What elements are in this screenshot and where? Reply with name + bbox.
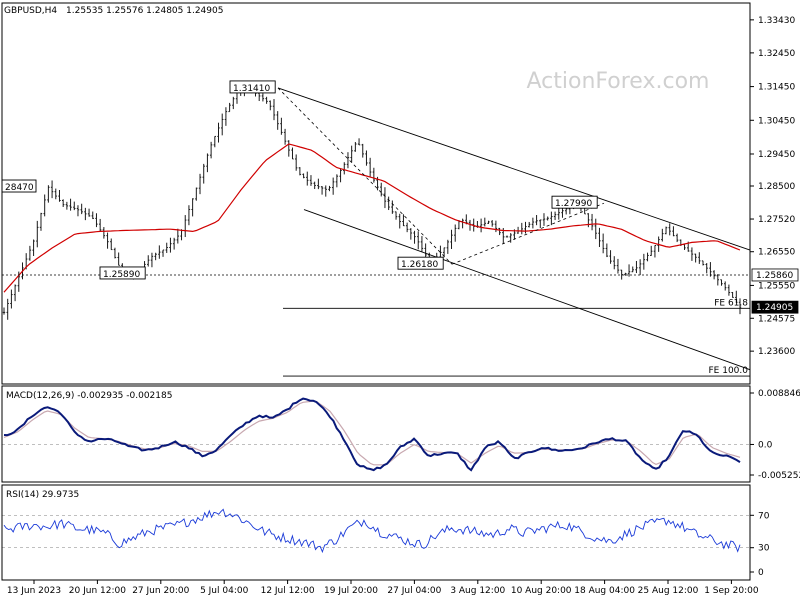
macd-y-tick-label: 0.008846 — [758, 389, 800, 399]
price-tag-box — [751, 300, 799, 314]
price-y-tick-label: 1.27520 — [758, 215, 795, 225]
price-y-tick-label: 1.33430 — [758, 16, 795, 26]
price-tag-label: 1.25860 — [756, 271, 793, 281]
level-label: 28470 — [5, 183, 34, 193]
level-label: 1.31410 — [233, 84, 270, 94]
rsi-frame — [1, 484, 751, 581]
level-label: 1.25890 — [103, 270, 140, 280]
ohlc-readout: 1.25535 1.25576 1.24805 1.24905 — [66, 6, 223, 16]
level-label: 1.27990 — [555, 199, 592, 209]
price-tag-box — [751, 268, 799, 282]
symbol-title: GBPUSD,H4 — [4, 6, 57, 16]
fe-level-label: FE 100.0 — [709, 366, 749, 376]
price-y-tick-label: 1.30450 — [758, 116, 795, 126]
level-box — [99, 266, 146, 280]
panel-frames — [1, 2, 751, 581]
price-y-tick-label: 1.24575 — [758, 314, 795, 324]
x-tick-label: 12 Jul 12:00 — [261, 586, 315, 596]
x-tick-label: 10 Aug 20:00 — [511, 586, 572, 596]
axes: 1.33430 1.32450 1.31450 1.30450 1.29450 1.285… — [7, 16, 800, 596]
x-tick-label: 25 Aug 12:00 — [638, 586, 699, 596]
rsi-line — [3, 508, 741, 554]
fib-dashed-line-1 — [277, 87, 453, 265]
rsi-y-tick-label: 70 — [758, 511, 770, 521]
x-tick-label: 13 Jun 2023 — [7, 586, 61, 596]
macd-panel — [2, 397, 750, 472]
level-box — [397, 256, 444, 270]
x-tick-label: 27 Jun 20:00 — [132, 586, 189, 596]
price-tag-label: 1.24905 — [756, 303, 793, 313]
x-tick-label: 1 Sep 20:00 — [704, 586, 759, 596]
price-y-tick-label: 1.26550 — [758, 248, 795, 258]
level-box — [551, 195, 598, 209]
x-tick-label: 18 Aug 04:00 — [574, 586, 635, 596]
rsi-y-tick-label: 0 — [758, 568, 764, 578]
fe-level-label: FE 61.8 — [714, 298, 748, 308]
macd-y-tick-label: 0.0 — [758, 440, 773, 450]
price-y-tick-label: 1.25550 — [758, 281, 795, 291]
level-label: 1.26180 — [401, 260, 438, 270]
x-tick-label: 5 Jul 04:00 — [200, 586, 249, 596]
level-box — [229, 80, 276, 94]
lower-trendline — [303, 209, 751, 371]
macd-y-tick-label: -0.005252 — [758, 471, 800, 481]
rsi-y-tick-label: 30 — [758, 544, 770, 554]
rsi-panel — [2, 508, 750, 554]
rsi-title: RSI(14) 29.9735 — [6, 490, 79, 500]
price-frame — [1, 2, 751, 385]
macd-line — [3, 397, 741, 472]
x-tick-label: 27 Jul 04:00 — [387, 586, 441, 596]
price-y-tick-label: 1.28500 — [758, 182, 795, 192]
price-y-tick-label: 1.23600 — [758, 347, 795, 357]
macd-frame — [1, 385, 751, 483]
price-y-tick-label: 1.29450 — [758, 150, 795, 160]
x-tick-label: 3 Aug 12:00 — [450, 586, 505, 596]
x-tick-label: 19 Jul 20:00 — [324, 586, 378, 596]
macd-title: MACD(12,26,9) -0.002935 -0.002185 — [6, 391, 172, 401]
macd-signal-line — [3, 400, 741, 466]
x-tick-label: 20 Jun 12:00 — [69, 586, 126, 596]
price-y-tick-label: 1.32450 — [758, 49, 795, 59]
price-y-tick-label: 1.31450 — [758, 83, 795, 93]
price-panel: FE 61.8 FE 100.0 1.31410 1.27990 1.26180 1.25… — [1, 80, 751, 377]
watermark: ActionForex.com — [527, 69, 710, 94]
fib-dashed-line-2 — [451, 202, 605, 265]
moving-average-line — [3, 143, 741, 293]
upper-trendline — [277, 87, 751, 251]
